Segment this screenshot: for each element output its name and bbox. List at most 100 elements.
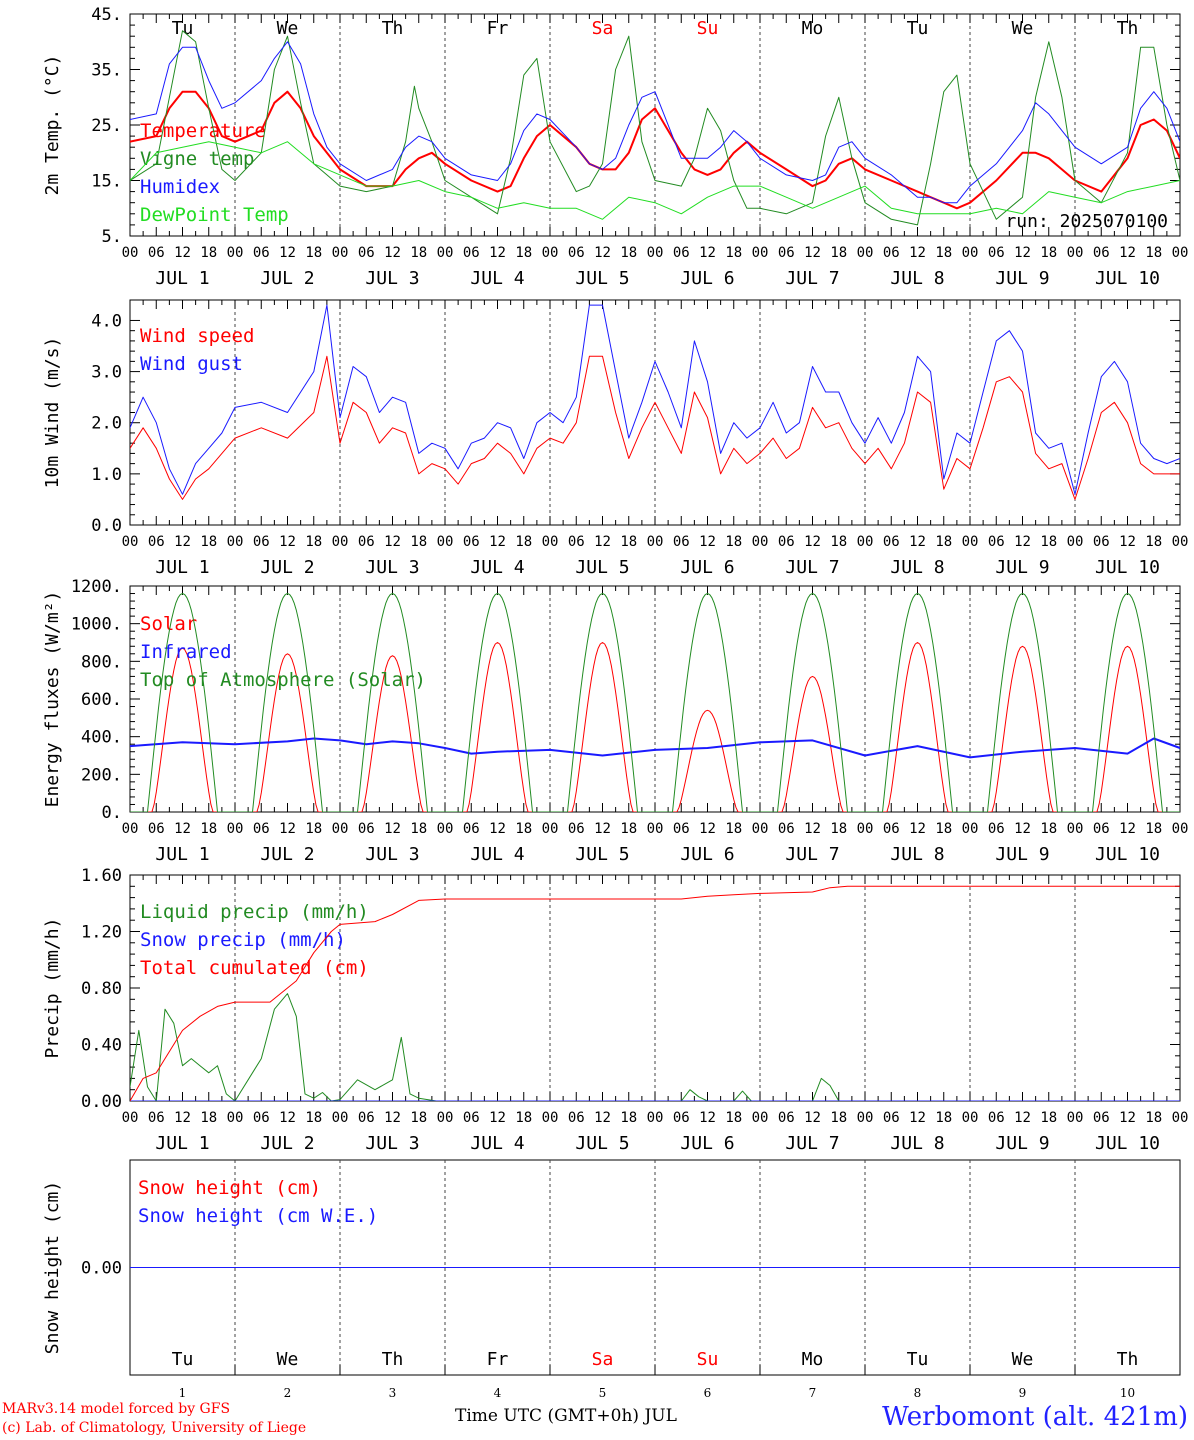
day-number: 7 — [809, 1386, 817, 1400]
x-hour-label: 12 — [384, 245, 401, 261]
weekday-label: Tu — [907, 1349, 929, 1370]
x-hour-label: 12 — [384, 534, 401, 550]
x-hour-label: 18 — [515, 821, 532, 837]
x-hour-label: 12 — [594, 821, 611, 837]
x-hour-label: 18 — [725, 821, 742, 837]
x-hour-label: 00 — [962, 534, 979, 550]
x-hour-label: 00 — [647, 534, 664, 550]
x-hour-label: 06 — [148, 1110, 165, 1126]
x-hour-label: 18 — [1040, 534, 1057, 550]
x-hour-label: 06 — [253, 245, 270, 261]
x-hour-label: 18 — [830, 821, 847, 837]
x-hour-label: 12 — [594, 534, 611, 550]
x-hour-label: 18 — [1040, 821, 1057, 837]
series-line-solar — [130, 642, 1180, 812]
x-hour-label: 18 — [725, 534, 742, 550]
x-hour-label: 12 — [489, 1110, 506, 1126]
x-hour-label: 06 — [1093, 534, 1110, 550]
x-hour-label: 18 — [725, 245, 742, 261]
y-tick-label: 45. — [91, 5, 122, 25]
y-tick-label: 400. — [81, 728, 122, 748]
x-hour-label: 18 — [935, 245, 952, 261]
day-number: 9 — [1019, 1386, 1027, 1400]
panel-wind: 0.0 1.0 2.0 3.0 4.0 10m Wind (m/s) 00 06 12 18 JUL… — [42, 299, 1188, 578]
legend-entry: Wind speed — [140, 325, 254, 347]
x-hour-label: 06 — [148, 534, 165, 550]
x-hour-label: 00 — [1067, 245, 1084, 261]
x-hour-label: 12 — [279, 1110, 296, 1126]
x-hour-label: 12 — [279, 821, 296, 837]
x-hour-label: 00 — [122, 1110, 139, 1126]
x-hour-label: 18 — [200, 245, 217, 261]
weekday-label: Sa — [592, 18, 614, 39]
x-hour-label: 12 — [1119, 245, 1136, 261]
x-hour-label: 00 — [122, 245, 139, 261]
series-line-vigne-temp — [130, 30, 1180, 226]
x-day-label: JUL 6 — [680, 1133, 734, 1154]
x-hour-label: 06 — [358, 534, 375, 550]
x-hour-label: 12 — [174, 245, 191, 261]
y-tick-label: 1.0 — [91, 465, 122, 485]
legend-entry: Solar — [140, 613, 197, 635]
x-hour-label: 00 — [227, 245, 244, 261]
y-tick-label: 15. — [91, 172, 122, 192]
x-hour-label: 12 — [594, 245, 611, 261]
x-hour-label: 06 — [883, 534, 900, 550]
x-hour-label: 00 — [857, 245, 874, 261]
legend-entry: Vigne temp — [140, 148, 254, 170]
x-hour-label: 18 — [830, 1110, 847, 1126]
x-hour-label: 00 — [437, 821, 454, 837]
x-hour-label: 18 — [515, 245, 532, 261]
x-day-label: JUL 2 — [260, 557, 314, 578]
weekday-label: Tu — [172, 18, 194, 39]
x-day-label: JUL 7 — [785, 844, 839, 865]
x-hour-label: 06 — [673, 534, 690, 550]
x-axis-title: Time UTC (GMT+0h) JUL — [455, 1406, 677, 1426]
day-number: 3 — [389, 1386, 397, 1400]
x-hour-label: 12 — [1119, 821, 1136, 837]
x-hour-label: 18 — [620, 245, 637, 261]
x-hour-label: 12 — [1014, 245, 1031, 261]
x-hour-label: 00 — [752, 534, 769, 550]
x-hour-label: 06 — [673, 821, 690, 837]
x-hour-label: 12 — [594, 1110, 611, 1126]
x-day-label: JUL 9 — [995, 844, 1049, 865]
x-hour-label: 00 — [647, 821, 664, 837]
x-day-label: JUL 9 — [995, 1133, 1049, 1154]
y-tick-label: 0. — [102, 803, 122, 823]
x-hour-label: 06 — [463, 821, 480, 837]
y-tick-label: 1000. — [71, 615, 122, 635]
day-number: 10 — [1120, 1386, 1135, 1400]
x-hour-label: 18 — [830, 534, 847, 550]
y-tick-label: 0.40 — [81, 1036, 122, 1056]
x-hour-label: 18 — [620, 821, 637, 837]
x-day-label: JUL 9 — [995, 268, 1049, 289]
x-day-label: JUL 1 — [155, 557, 209, 578]
x-hour-label: 18 — [830, 245, 847, 261]
weekday-label: Su — [697, 1349, 719, 1370]
x-hour-label: 00 — [542, 534, 559, 550]
x-hour-label: 00 — [962, 821, 979, 837]
x-day-label: JUL 3 — [365, 557, 419, 578]
weekday-label: Mo — [802, 18, 824, 39]
panel-energy: 0. 200. 400. 600. 800. 1000. 1200. Energy fluxe… — [42, 577, 1188, 865]
legend-entry: Snow height (cm W.E.) — [138, 1205, 378, 1227]
x-hour-label: 18 — [305, 1110, 322, 1126]
x-hour-label: 06 — [1093, 245, 1110, 261]
x-hour-label: 00 — [437, 1110, 454, 1126]
x-hour-label: 00 — [437, 245, 454, 261]
weekday-label: Th — [382, 18, 404, 39]
x-day-label: JUL 5 — [575, 268, 629, 289]
day-number: 6 — [704, 1386, 712, 1400]
x-hour-label: 06 — [358, 821, 375, 837]
x-hour-label: 06 — [1093, 1110, 1110, 1126]
x-hour-label: 12 — [279, 534, 296, 550]
x-hour-label: 18 — [1040, 1110, 1057, 1126]
x-hour-label: 18 — [410, 245, 427, 261]
x-hour-label: 00 — [962, 245, 979, 261]
x-hour-label: 06 — [1093, 821, 1110, 837]
y-tick-label: 1.20 — [81, 923, 122, 943]
y-axis-title: Precip (mm/h) — [42, 918, 63, 1059]
x-day-label: JUL 8 — [890, 844, 944, 865]
y-tick-label: 35. — [91, 61, 122, 81]
